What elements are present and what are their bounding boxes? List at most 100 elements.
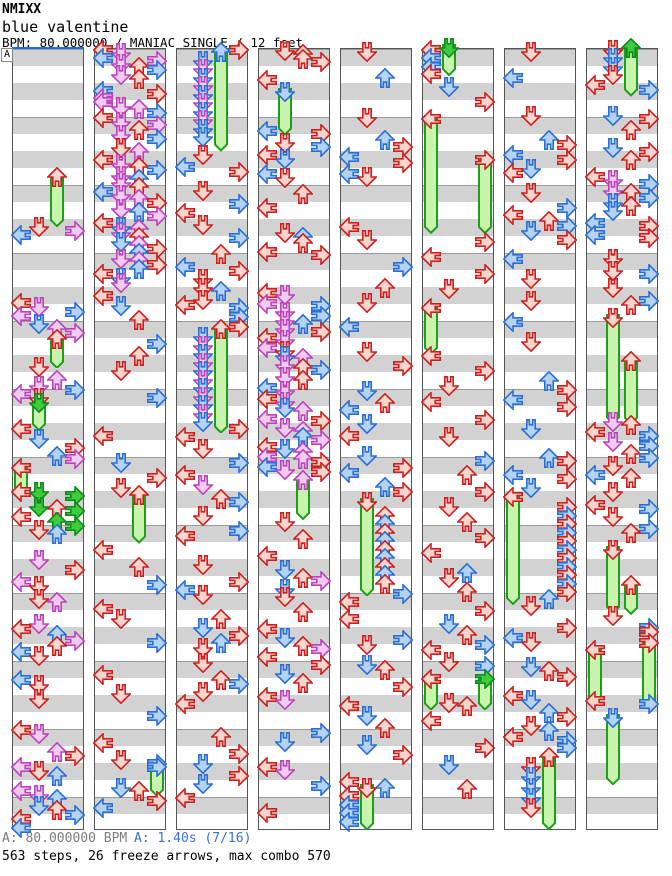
arrow-note[interactable] xyxy=(257,145,277,166)
arrow-note[interactable] xyxy=(421,711,441,732)
arrow-note[interactable] xyxy=(93,150,113,171)
arrow-note[interactable] xyxy=(147,333,167,354)
arrow-note[interactable] xyxy=(275,439,295,460)
arrow-note[interactable] xyxy=(193,145,213,166)
arrow-note[interactable] xyxy=(521,689,541,710)
arrow-note[interactable] xyxy=(439,497,459,517)
arrow-note[interactable] xyxy=(357,381,377,402)
arrow-note[interactable] xyxy=(175,525,195,546)
arrow-note[interactable] xyxy=(421,639,441,660)
arrow-note[interactable] xyxy=(147,706,167,727)
freeze-arrow-body[interactable] xyxy=(213,324,229,434)
arrow-note[interactable] xyxy=(557,451,577,472)
arrow-note[interactable] xyxy=(275,731,295,752)
arrow-note[interactable] xyxy=(65,631,85,652)
arrow-note[interactable] xyxy=(211,488,231,509)
arrow-note[interactable] xyxy=(147,633,167,653)
arrow-note[interactable] xyxy=(639,79,659,100)
arrow-note[interactable] xyxy=(275,587,295,608)
arrow-note[interactable] xyxy=(193,638,213,659)
freeze-head-arrow[interactable] xyxy=(621,575,641,596)
arrow-note[interactable] xyxy=(275,759,295,780)
arrow-note[interactable] xyxy=(421,247,441,268)
arrow-note[interactable] xyxy=(257,757,277,778)
arrow-note[interactable] xyxy=(229,316,249,337)
arrow-note[interactable] xyxy=(193,214,213,235)
arrow-note[interactable] xyxy=(93,213,113,234)
arrow-note[interactable] xyxy=(29,689,49,710)
arrow-note[interactable] xyxy=(421,542,441,563)
arrow-note[interactable] xyxy=(29,519,49,540)
arrow-note[interactable] xyxy=(457,582,477,602)
arrow-note[interactable] xyxy=(421,63,441,84)
arrow-note[interactable] xyxy=(229,673,249,694)
arrow-note[interactable] xyxy=(521,418,541,439)
arrow-note[interactable] xyxy=(603,431,623,452)
arrow-note[interactable] xyxy=(257,646,277,667)
arrow-note[interactable] xyxy=(557,738,577,759)
arrow-note[interactable] xyxy=(129,780,149,801)
freeze-head-arrow[interactable] xyxy=(639,633,659,653)
arrow-note[interactable] xyxy=(375,573,395,594)
arrow-note[interactable] xyxy=(11,305,31,326)
arrow-note[interactable] xyxy=(475,92,495,113)
freeze-head-arrow[interactable] xyxy=(11,457,31,478)
arrow-note[interactable] xyxy=(357,706,377,727)
arrow-note[interactable] xyxy=(93,92,113,113)
arrow-note[interactable] xyxy=(585,690,605,711)
arrow-note[interactable] xyxy=(193,682,213,703)
arrow-note[interactable] xyxy=(457,695,477,716)
arrow-note[interactable] xyxy=(293,314,313,335)
arrow-note[interactable] xyxy=(503,311,523,332)
arrow-note[interactable] xyxy=(229,418,249,439)
arrow-note[interactable] xyxy=(621,294,641,315)
arrow-note[interactable] xyxy=(311,655,331,676)
arrow-note[interactable] xyxy=(211,281,231,302)
freeze-head-arrow[interactable] xyxy=(503,486,523,507)
arrow-note[interactable] xyxy=(339,400,359,421)
arrow-note[interactable] xyxy=(521,716,541,737)
arrow-note[interactable] xyxy=(603,456,623,477)
arrow-note[interactable] xyxy=(147,206,167,227)
arrow-note[interactable] xyxy=(275,168,295,189)
freeze-head-arrow[interactable] xyxy=(211,318,231,339)
freeze-arrow-body[interactable] xyxy=(213,48,229,152)
arrow-note[interactable] xyxy=(475,410,495,431)
arrow-note[interactable] xyxy=(339,216,359,237)
arrow-note[interactable] xyxy=(311,411,331,432)
arrow-note[interactable] xyxy=(257,687,277,708)
arrow-note[interactable] xyxy=(257,803,277,823)
arrow-note[interactable] xyxy=(475,231,495,252)
arrow-note[interactable] xyxy=(129,345,149,366)
arrow-note[interactable] xyxy=(175,257,195,278)
arrow-note[interactable] xyxy=(539,720,559,741)
arrow-note[interactable] xyxy=(603,65,623,86)
arrow-note[interactable] xyxy=(229,626,249,647)
freeze-head-arrow[interactable] xyxy=(29,393,49,414)
arrow-note[interactable] xyxy=(639,694,659,715)
arrow-note[interactable] xyxy=(311,137,331,158)
arrow-note[interactable] xyxy=(11,225,31,245)
arrow-note[interactable] xyxy=(639,108,659,129)
arrow-note[interactable] xyxy=(475,481,495,502)
arrow-note[interactable] xyxy=(293,568,313,589)
arrow-note[interactable] xyxy=(503,248,523,269)
arrow-note[interactable] xyxy=(229,39,249,60)
arrow-note[interactable] xyxy=(375,277,395,298)
arrow-note[interactable] xyxy=(29,481,49,502)
arrow-note[interactable] xyxy=(603,605,623,626)
arrow-note[interactable] xyxy=(211,633,231,653)
arrow-note[interactable] xyxy=(129,202,149,223)
arrow-note[interactable] xyxy=(229,260,249,281)
arrow-note[interactable] xyxy=(293,449,313,470)
arrow-note[interactable] xyxy=(339,316,359,337)
arrow-note[interactable] xyxy=(275,285,295,306)
arrow-note[interactable] xyxy=(339,592,359,613)
arrow-note[interactable] xyxy=(147,83,167,104)
arrow-note[interactable] xyxy=(557,582,577,602)
arrow-note[interactable] xyxy=(229,452,249,473)
freeze-head-arrow[interactable] xyxy=(439,38,459,58)
arrow-note[interactable] xyxy=(193,554,213,575)
arrow-note[interactable] xyxy=(93,48,113,69)
freeze-head-arrow[interactable] xyxy=(211,42,231,63)
